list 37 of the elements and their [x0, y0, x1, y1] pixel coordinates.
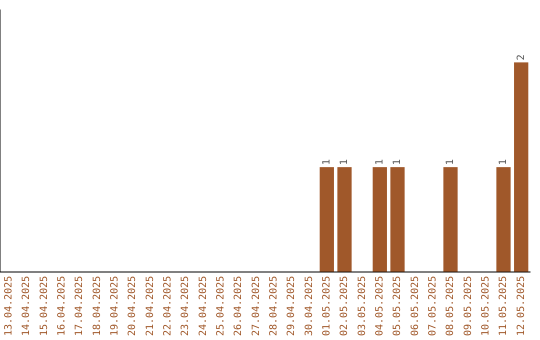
x-tick-label: 15.04.2025 [38, 276, 50, 336]
x-tick-label: 24.04.2025 [198, 276, 209, 336]
x-tick-label: 28.04.2025 [268, 276, 280, 336]
data-label: 1 [339, 159, 350, 166]
x-tick-label: 06.05.2025 [410, 276, 421, 336]
x-tick-label: 20.04.2025 [127, 276, 138, 336]
x-tick-label: 16.04.2025 [56, 276, 68, 336]
x-tick-label: 05.05.2025 [392, 276, 404, 336]
data-label: 1 [392, 159, 404, 166]
data-label: 1 [321, 159, 332, 166]
x-tick-label: 12.05.2025 [516, 276, 527, 336]
data-label: 1 [374, 159, 386, 166]
x-tick-label: 21.04.2025 [144, 276, 156, 336]
x-tick-label: 23.04.2025 [180, 276, 192, 336]
data-label: 2 [516, 54, 527, 60]
x-tick-label: 30.04.2025 [304, 276, 315, 336]
x-tick-label: 02.05.2025 [339, 276, 350, 336]
x-tick-label: 14.04.2025 [21, 276, 32, 336]
x-tick-label: 25.04.2025 [215, 276, 226, 336]
x-tick-label: 07.05.2025 [427, 276, 438, 336]
x-tick-label: 08.05.2025 [445, 276, 456, 336]
x-tick-label: 04.05.2025 [374, 276, 386, 336]
x-tick-label: 11.05.2025 [498, 276, 510, 336]
x-tick-label: 03.05.2025 [356, 276, 368, 336]
x-tick-label: 01.05.2025 [321, 276, 332, 336]
data-label: 1 [445, 159, 456, 166]
x-tick-label: 17.04.2025 [74, 276, 86, 336]
x-tick-label: 22.04.2025 [162, 276, 174, 336]
data-label: 1 [498, 159, 510, 166]
x-tick-label: 27.04.2025 [250, 276, 262, 336]
x-tick-label: 19.04.2025 [109, 276, 120, 336]
x-tick-label: 10.05.2025 [480, 276, 492, 336]
x-tick-label: 29.04.2025 [286, 276, 298, 336]
x-tick-label: 09.05.2025 [462, 276, 474, 336]
x-tick-label: 26.04.2025 [233, 276, 244, 336]
x-tick-label: 13.04.2025 [3, 276, 14, 336]
x-tick-label: 18.04.2025 [92, 276, 103, 336]
